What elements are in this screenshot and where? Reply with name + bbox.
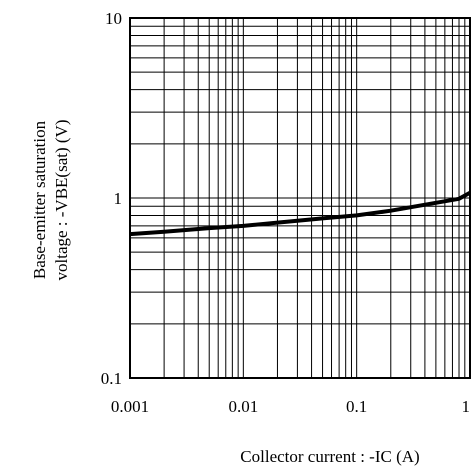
x-tick-label: 1 (462, 397, 471, 416)
series-line (129, 190, 471, 237)
y-axis-title: Base-emitter saturation voltage : -VBE(s… (30, 120, 71, 281)
y-tick-labels: 0.1 1 10 (101, 9, 122, 388)
x-axis-title: Collector current : -IC (A) (240, 447, 419, 466)
y-tick-label: 10 (105, 9, 122, 28)
x-tick-label: 0.001 (111, 397, 149, 416)
y-tick-label: 1 (114, 189, 123, 208)
plot-frame (129, 17, 471, 379)
x-tick-label: 0.1 (346, 397, 367, 416)
x-tick-labels: 0.001 0.01 0.1 1 (111, 397, 470, 416)
grid (130, 18, 470, 378)
series-group (129, 190, 471, 237)
y-axis-title-line-1: Base-emitter saturation (30, 120, 49, 279)
x-tick-label: 0.01 (228, 397, 258, 416)
y-tick-label: 0.1 (101, 369, 122, 388)
y-axis-title-line-2: voltage : -VBE(sat) (V) (52, 120, 71, 281)
